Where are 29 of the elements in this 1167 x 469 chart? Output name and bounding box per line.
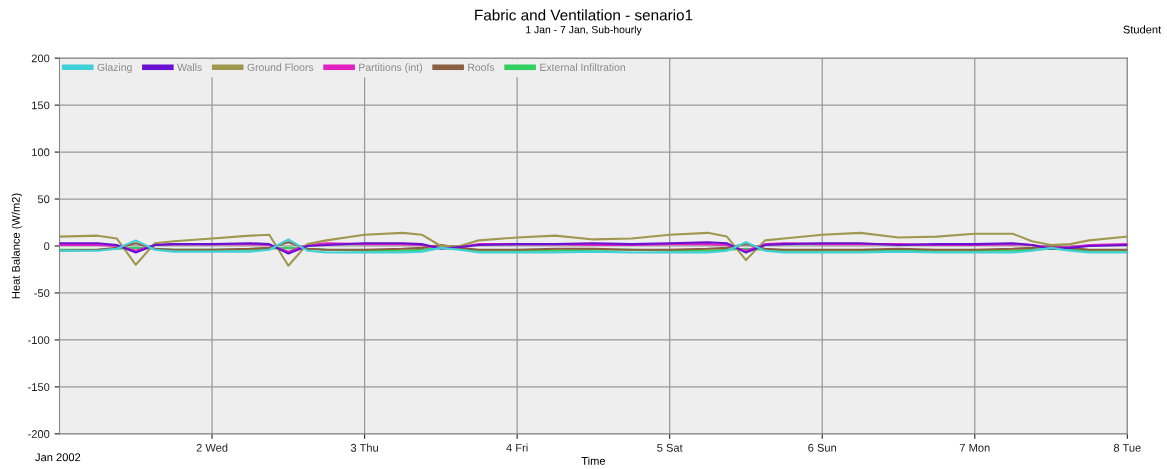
chart-subtitle: 1 Jan - 7 Jan, Sub-hourly <box>526 25 642 36</box>
y-tick-label: 150 <box>32 101 50 110</box>
x-tick-label: 4 Fri <box>506 443 528 452</box>
y-tick-label: 50 <box>37 195 50 204</box>
y-tick-label: -200 <box>28 430 50 438</box>
legend-label: Ground Floors <box>247 63 314 72</box>
legend-label: External Infiltration <box>540 63 625 72</box>
y-tick-label: -50 <box>34 289 50 298</box>
x-tick-label: 6 Sun <box>808 443 837 452</box>
legend-label: Roofs <box>468 63 495 72</box>
line-series <box>59 231 1128 267</box>
y-tick-label: 200 <box>31 54 50 63</box>
y-tick-label: -150 <box>28 383 50 391</box>
x-tick-label: 3 Thu <box>350 443 378 452</box>
legend-label: Walls <box>177 63 202 72</box>
x-tick-label: 8 Tue <box>1113 443 1141 452</box>
legend-label: Partitions (int) <box>359 63 422 74</box>
x-tick-label: 5 Sat <box>657 443 683 452</box>
legend-label: Glazing <box>97 63 132 74</box>
x-tick-label: 2 Wed <box>196 443 228 452</box>
chart-title: Fabric and Ventilation - senario1 <box>475 9 693 21</box>
x-axis-title: Time <box>581 456 606 465</box>
x-tick-label: 7 Mon <box>959 443 990 452</box>
text: Student <box>1123 25 1162 34</box>
y-tick-label: 0 <box>44 242 50 251</box>
y-axis-title: Heat Balance (W/m2) <box>11 193 22 299</box>
y-tick-label: -100 <box>28 336 50 345</box>
text: Jan 2002 <box>35 453 81 462</box>
y-tick-label: 100 <box>32 148 50 157</box>
